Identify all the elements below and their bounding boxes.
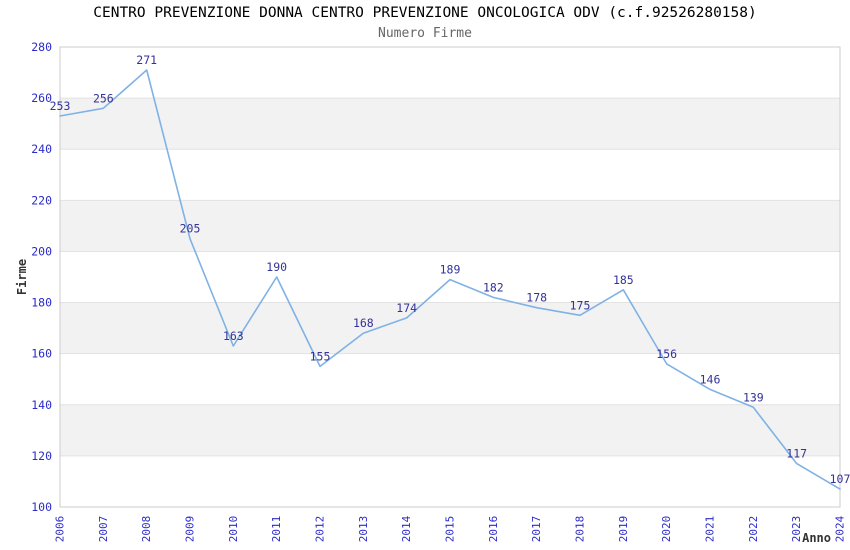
data-point-label: 156 <box>656 347 677 361</box>
y-axis-title: Firme <box>15 259 29 295</box>
chart-subtitle: Numero Firme <box>378 26 472 41</box>
data-point-label: 253 <box>50 99 71 113</box>
y-tick-label: 260 <box>31 91 52 105</box>
x-tick-label: 2022 <box>747 516 760 543</box>
data-point-label: 174 <box>396 301 417 315</box>
x-tick-label: 2011 <box>270 516 283 543</box>
x-tick-label: 2013 <box>357 516 370 543</box>
data-point-label: 139 <box>743 390 764 404</box>
data-point-label: 182 <box>483 280 504 294</box>
x-tick-label: 2009 <box>184 516 197 543</box>
x-axis-title: Anno <box>802 531 831 545</box>
x-tick-label: 2008 <box>140 516 153 543</box>
x-tick-label: 2023 <box>790 516 803 543</box>
x-tick-label: 2021 <box>704 516 717 543</box>
y-tick-label: 160 <box>31 347 52 361</box>
y-tick-label: 180 <box>31 296 52 310</box>
data-point-label: 175 <box>570 298 591 312</box>
chart-title: CENTRO PREVENZIONE DONNA CENTRO PREVENZI… <box>93 5 757 21</box>
x-tick-label: 2012 <box>314 516 327 543</box>
grid-band <box>60 251 840 303</box>
x-tick-label: 2014 <box>400 515 413 542</box>
data-point-label: 189 <box>440 263 461 277</box>
x-tick-label: 2016 <box>487 516 500 543</box>
x-tick-label: 2019 <box>617 516 630 543</box>
data-point-label: 271 <box>136 53 157 67</box>
x-tick-label: 2010 <box>227 516 240 543</box>
data-point-label: 155 <box>310 349 331 363</box>
data-point-label: 117 <box>786 447 807 461</box>
grid-band <box>60 455 840 507</box>
x-tick-label: 2006 <box>54 516 67 543</box>
grid-band <box>60 404 840 456</box>
series-line <box>59 69 841 490</box>
data-point-label: 163 <box>223 329 244 343</box>
x-tick-label: 2020 <box>660 516 673 543</box>
y-tick-label: 220 <box>31 193 52 207</box>
data-point-label: 146 <box>700 372 721 386</box>
data-point-label: 107 <box>830 472 850 486</box>
plot-border <box>59 46 841 508</box>
data-point-label: 190 <box>266 260 287 274</box>
data-point-label: 205 <box>180 222 201 236</box>
x-tick-label: 2015 <box>444 516 457 543</box>
grid-band <box>60 98 840 150</box>
y-tick-label: 140 <box>31 398 52 412</box>
data-point-label: 168 <box>353 316 374 330</box>
y-tick-label: 100 <box>31 500 52 514</box>
y-tick-label: 280 <box>31 40 52 54</box>
data-point-label: 185 <box>613 273 634 287</box>
data-point-label: 256 <box>93 91 114 105</box>
x-tick-label: 2024 <box>834 515 847 542</box>
x-tick-label: 2018 <box>574 516 587 543</box>
y-tick-label: 200 <box>31 244 52 258</box>
grid-band <box>60 47 840 99</box>
data-point-label: 178 <box>526 291 547 305</box>
grid-band <box>60 149 840 201</box>
grid-band <box>60 353 840 405</box>
grid-band <box>60 302 840 354</box>
y-tick-label: 240 <box>31 142 52 156</box>
x-tick-label: 2017 <box>530 516 543 543</box>
x-tick-label: 2007 <box>97 516 110 543</box>
y-tick-label: 120 <box>31 449 52 463</box>
grid-band <box>60 200 840 252</box>
